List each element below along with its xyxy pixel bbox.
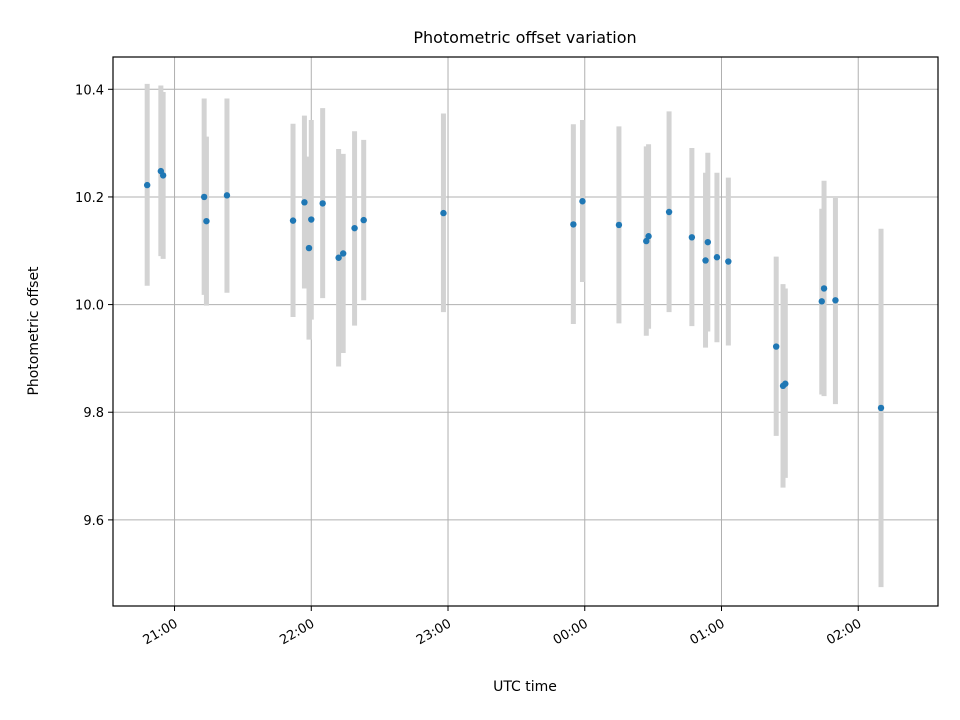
data-point xyxy=(688,234,696,241)
x-tick-label: 00:00 xyxy=(551,616,591,648)
data-point xyxy=(570,221,577,228)
data-point xyxy=(832,297,839,304)
data-point xyxy=(704,238,712,246)
data-point xyxy=(725,258,732,265)
y-tick-label: 10.4 xyxy=(75,83,104,98)
x-axis-label: UTC time xyxy=(493,679,557,695)
x-tick-label: 21:00 xyxy=(141,616,181,648)
data-points xyxy=(143,167,885,412)
data-point xyxy=(203,217,210,225)
y-tick-label: 9.8 xyxy=(83,406,104,421)
error-bars xyxy=(144,83,884,588)
axis-ticks: 21:00 22:00 23:00 00:00 01:00 02:00 9.6 9.8 10.0… xyxy=(75,83,864,648)
data-point xyxy=(305,244,313,252)
data-point xyxy=(289,217,297,224)
y-tick-label: 9.6 xyxy=(83,514,104,529)
x-tick-label: 23:00 xyxy=(414,616,454,648)
data-point xyxy=(308,216,315,223)
data-point xyxy=(702,257,709,264)
data-point xyxy=(615,221,623,229)
data-point xyxy=(360,216,367,224)
data-point xyxy=(440,209,447,217)
data-point xyxy=(665,208,673,216)
data-point xyxy=(820,285,828,292)
plot-frame xyxy=(112,56,939,607)
data-point xyxy=(782,380,789,387)
chart-title: Photometric offset variation xyxy=(413,28,636,47)
x-tick-label: 02:00 xyxy=(824,616,864,648)
y-tick-label: 10.2 xyxy=(75,191,104,206)
data-point xyxy=(339,250,347,257)
data-point xyxy=(772,343,780,350)
data-point xyxy=(143,181,151,189)
data-point xyxy=(818,298,825,305)
y-axis-label: Photometric offset xyxy=(26,266,42,396)
x-tick-label: 01:00 xyxy=(688,616,728,648)
data-point xyxy=(200,193,208,201)
data-point xyxy=(645,233,652,240)
grid-lines xyxy=(113,57,938,606)
data-point xyxy=(643,237,650,245)
y-tick-label: 10.0 xyxy=(75,299,104,314)
data-point xyxy=(335,254,342,261)
data-point xyxy=(351,224,358,232)
data-point xyxy=(223,192,231,199)
data-point xyxy=(319,200,326,207)
data-point xyxy=(159,172,167,179)
data-point xyxy=(713,254,721,261)
data-point xyxy=(301,199,308,206)
data-point xyxy=(579,198,586,205)
data-point xyxy=(877,404,885,412)
x-tick-label: 22:00 xyxy=(277,616,317,648)
